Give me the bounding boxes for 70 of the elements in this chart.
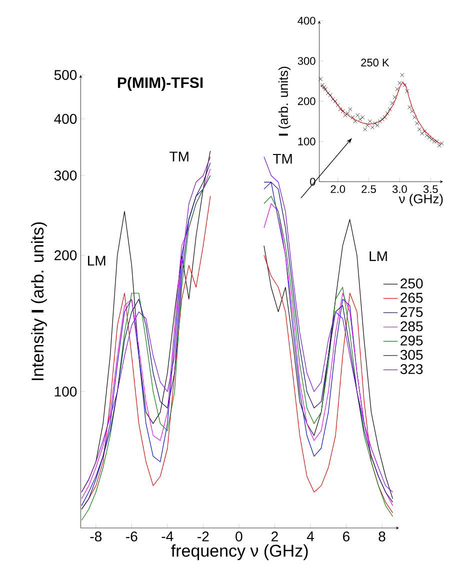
- y-tick-label: 200: [54, 250, 77, 260]
- y-tick-label: 300: [298, 57, 316, 65]
- x-tick-label: -4: [162, 532, 174, 542]
- point: [408, 105, 412, 110]
- point: [338, 107, 342, 112]
- point: [326, 91, 330, 96]
- y-tick-label: 400: [54, 114, 77, 124]
- point: [322, 85, 326, 90]
- x-tick-label: -2: [198, 532, 209, 542]
- legend-label: 285: [400, 321, 423, 332]
- y-tick-label: 300: [54, 170, 77, 180]
- x-tick-label: 6: [343, 532, 350, 542]
- annotation: TM: [273, 154, 292, 164]
- x-tick-label: -6: [126, 532, 138, 542]
- point: [392, 95, 397, 100]
- y-tick-label: 100: [298, 138, 316, 146]
- point: [382, 115, 387, 120]
- legend-label: 265: [400, 292, 423, 303]
- y-axis-title: I (arb. units): [278, 66, 291, 136]
- annotation: 250 K: [361, 58, 390, 66]
- legend-label: 295: [400, 336, 423, 346]
- point: [320, 83, 324, 88]
- point: [348, 107, 352, 112]
- x-axis-title: frequency ν (GHz): [171, 544, 308, 560]
- point: [385, 111, 390, 116]
- point: [427, 135, 432, 140]
- point: [437, 143, 442, 148]
- x-tick-label: 2.5: [362, 185, 376, 194]
- x-tick-label: 3.0: [392, 185, 407, 194]
- y-tick-label: 500: [54, 70, 77, 80]
- point: [395, 87, 400, 92]
- point: [432, 139, 436, 144]
- point: [410, 109, 414, 114]
- legend-label: 275: [400, 307, 423, 317]
- legend-label: 250: [400, 278, 423, 288]
- x-tick-label: 8: [378, 532, 386, 542]
- point: [390, 101, 394, 106]
- point: [328, 93, 332, 98]
- point: [343, 113, 348, 118]
- line-series: [320, 82, 441, 144]
- point: [400, 73, 404, 78]
- y-tick-label: 100: [54, 386, 77, 397]
- point: [405, 89, 410, 94]
- point: [333, 99, 338, 104]
- point: [380, 117, 384, 122]
- annotation: LM: [370, 251, 387, 261]
- annotation: TM: [170, 152, 188, 162]
- y-tick-label: 400: [298, 16, 316, 25]
- point: [412, 115, 417, 120]
- point: [414, 121, 420, 126]
- point: [318, 77, 323, 82]
- x-tick-label: -8: [90, 532, 102, 542]
- x-tick-label: 4: [306, 532, 314, 542]
- point: [336, 103, 340, 108]
- point: [330, 97, 335, 102]
- y-tick-label: 0: [310, 178, 316, 186]
- chart-title: P(MIM)-TFSI: [118, 76, 203, 91]
- legend-label: 323: [400, 364, 423, 374]
- x-axis-title: ν (GHz): [398, 194, 443, 206]
- point: [323, 87, 328, 92]
- point: [363, 127, 368, 132]
- legend-label: 305: [400, 350, 423, 360]
- point: [388, 107, 392, 112]
- x-tick-label: 0: [236, 532, 242, 542]
- y-tick-label: 200: [298, 97, 316, 106]
- x-tick-label: 2: [272, 532, 278, 542]
- x-tick-label: 3.5: [423, 185, 438, 194]
- y-axis-title: Intensity I (arb. units): [31, 222, 47, 380]
- annotation: LM: [88, 256, 106, 266]
- x-tick-label: 2.0: [330, 185, 346, 194]
